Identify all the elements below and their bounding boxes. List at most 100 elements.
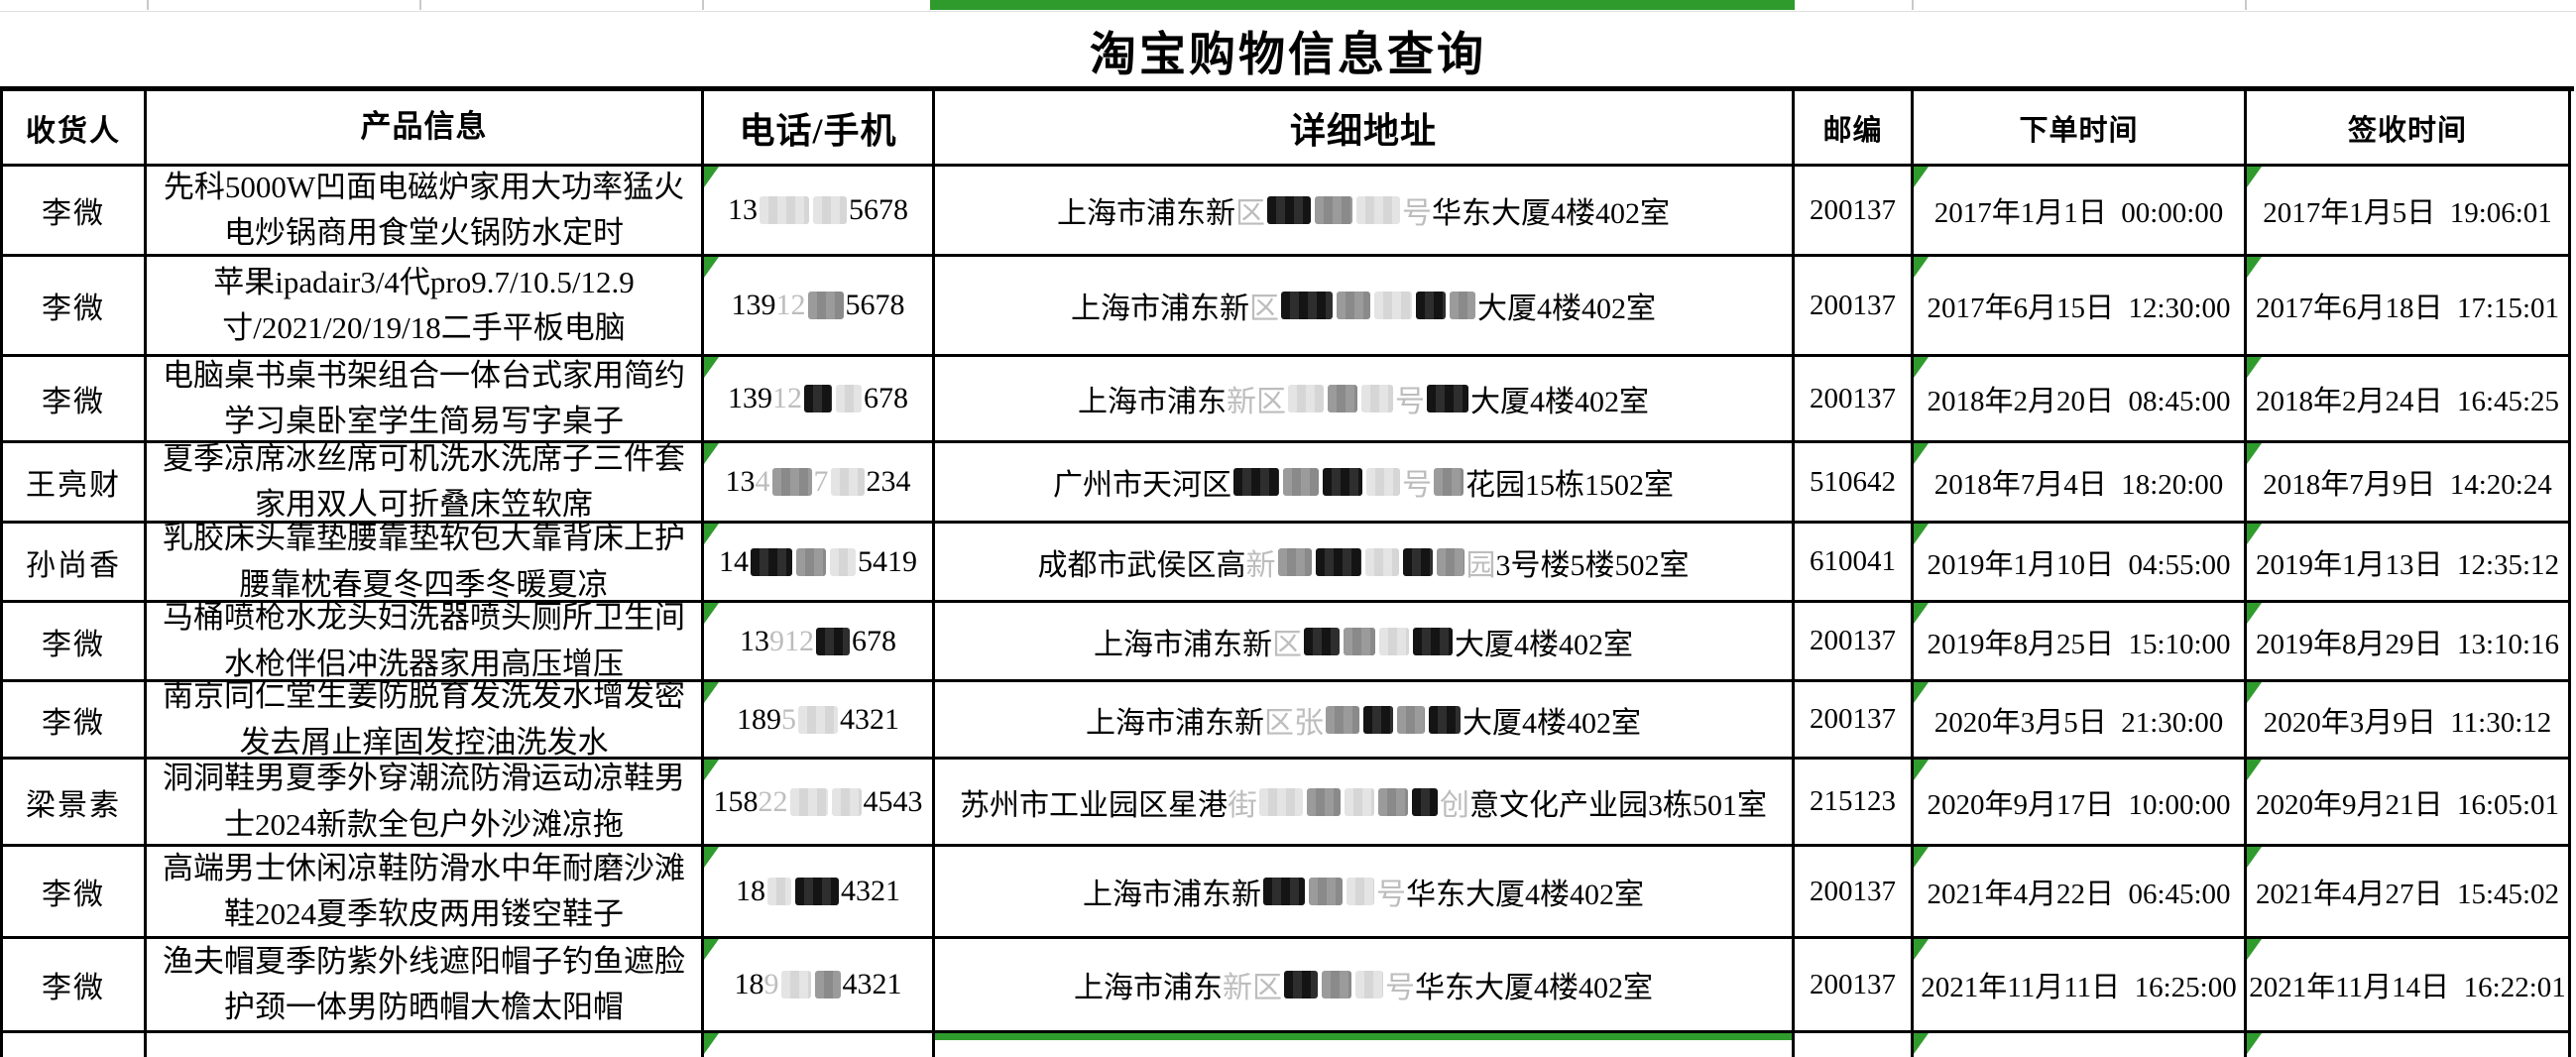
product-cell[interactable]: 渔夫帽夏季防紫外线遮阳帽子钓鱼遮脸护颈一体男防晒帽大檐太阳帽 bbox=[147, 939, 704, 1033]
phone-cell[interactable]: 13 4 7 234 bbox=[704, 443, 935, 524]
sign-time-cell[interactable]: 2017年6月18日 17:15:01 bbox=[2247, 257, 2571, 357]
ghost-text: 新 bbox=[1245, 548, 1276, 582]
order-time-cell[interactable]: 2021年4月22日 06:45:00 bbox=[1914, 847, 2247, 939]
recipient-cell[interactable]: 李微 bbox=[3, 603, 147, 682]
text-segment: 上海市浦东新 bbox=[1086, 706, 1264, 740]
address-cell[interactable]: 上海市浦东新 区张 大厦4楼402室 bbox=[935, 682, 1795, 760]
header-cell-phone[interactable]: 电话/手机 bbox=[704, 91, 935, 167]
header-cell-sign-time[interactable]: 签收时间 bbox=[2247, 91, 2571, 167]
sign-time-cell[interactable]: 2020年9月21日 16:05:01 bbox=[2247, 760, 2571, 847]
partial-row-cell-address[interactable] bbox=[935, 1033, 1795, 1057]
zip-cell[interactable]: 510642 bbox=[1795, 443, 1914, 524]
address-cell[interactable]: 上海市浦东新区 大厦4楼402室 bbox=[935, 257, 1795, 357]
address-cell[interactable]: 上海市浦东新 号华东大厦4楼402室 bbox=[935, 847, 1795, 939]
header-cell-product[interactable]: 产品信息 bbox=[147, 91, 704, 167]
recipient-cell[interactable]: 李微 bbox=[3, 682, 147, 760]
censor-block bbox=[1378, 787, 1408, 816]
phone-cell[interactable]: 18 4321 bbox=[704, 847, 935, 939]
recipient-cell[interactable]: 李微 bbox=[3, 357, 147, 443]
top-gridline-strip bbox=[0, 0, 2576, 12]
product-cell[interactable]: 先科5000W凹面电磁炉家用大功率猛火电炒锅商用食堂火锅防水定时 bbox=[147, 167, 704, 257]
sign-time-cell[interactable]: 2021年11月14日 16:22:01 bbox=[2247, 939, 2571, 1033]
product-cell[interactable]: 苹果ipadair3/4代pro9.7/10.5/12.9寸/2021/20/1… bbox=[147, 257, 704, 357]
zip-cell[interactable]: 200137 bbox=[1795, 939, 1914, 1033]
recipient-cell[interactable]: 李微 bbox=[3, 257, 147, 357]
sign-time-cell[interactable]: 2019年1月13日 12:35:12 bbox=[2247, 524, 2571, 603]
order-time-cell[interactable]: 2020年3月5日 21:30:00 bbox=[1914, 682, 2247, 760]
zip-cell[interactable]: 200137 bbox=[1795, 257, 1914, 357]
zip-cell[interactable]: 610041 bbox=[1795, 524, 1914, 603]
recipient-cell[interactable]: 梁景素 bbox=[3, 760, 147, 847]
order-time-cell[interactable]: 2019年8月25日 15:10:00 bbox=[1914, 603, 2247, 682]
sign-time-cell[interactable]: 2020年3月9日 11:30:12 bbox=[2247, 682, 2571, 760]
recipient-cell[interactable]: 王亮财 bbox=[3, 443, 147, 524]
sign-time-cell[interactable]: 2018年2月24日 16:45:25 bbox=[2247, 357, 2571, 443]
zip-cell[interactable]: 200137 bbox=[1795, 682, 1914, 760]
text-segment: 华东大厦4楼402室 bbox=[1432, 197, 1670, 230]
partial-row-cell-product[interactable] bbox=[147, 1033, 704, 1057]
order-time-cell[interactable]: 2017年1月1日 00:00:00 bbox=[1914, 167, 2247, 257]
address-cell[interactable]: 成都市武侯区高新 园 3号楼5楼502室 bbox=[935, 524, 1795, 603]
censor-block bbox=[1283, 468, 1319, 496]
censor-block bbox=[771, 468, 812, 496]
header-cell-address[interactable]: 详细地址 bbox=[935, 91, 1795, 167]
text-format-indicator-triangle bbox=[1914, 760, 1929, 780]
address-cell[interactable]: 广州市天河区 号花园15栋1502室 bbox=[935, 443, 1795, 524]
partial-row-cell-order-time[interactable] bbox=[1914, 1033, 2247, 1057]
zip-cell[interactable]: 200137 bbox=[1795, 603, 1914, 682]
header-cell-recipient[interactable]: 收货人 bbox=[3, 91, 147, 167]
recipient-cell[interactable]: 孙尚香 bbox=[3, 524, 147, 603]
phone-cell[interactable]: 13 5678 bbox=[704, 167, 935, 257]
product-cell[interactable]: 南京同仁堂生姜防脱育发洗发水增发密发去屑止痒固发控油洗发水 bbox=[147, 682, 704, 760]
sign-time-cell[interactable]: 2021年4月27日 15:45:02 bbox=[2247, 847, 2571, 939]
header-cell-order-time[interactable]: 下单时间 bbox=[1914, 91, 2247, 167]
product-cell[interactable]: 洞洞鞋男夏季外穿潮流防滑运动凉鞋男士2024新款全包户外沙滩凉拖 bbox=[147, 760, 704, 847]
zip-cell[interactable]: 200137 bbox=[1795, 167, 1914, 257]
product-cell[interactable]: 马桶喷枪水龙头妇洗器喷头厕所卫生间水枪伴侣冲洗器家用高压增压 bbox=[147, 603, 704, 682]
order-time-cell[interactable]: 2020年9月17日 10:00:00 bbox=[1914, 760, 2247, 847]
censor-block bbox=[1233, 468, 1279, 496]
order-time-cell[interactable]: 2019年1月10日 04:55:00 bbox=[1914, 524, 2247, 603]
product-cell[interactable]: 夏季凉席冰丝席可机洗水洗席子三件套家用双人可折叠床笠软席 bbox=[147, 443, 704, 524]
address-cell[interactable]: 上海市浦东 新区 号 大厦4楼402室 bbox=[935, 357, 1795, 443]
page-title: 淘宝购物信息查询 bbox=[1090, 30, 1486, 81]
selection-highlight-line bbox=[935, 1033, 1792, 1040]
partial-row-cell-sign-time[interactable] bbox=[2247, 1033, 2571, 1057]
ghost-text: 区 bbox=[1235, 197, 1265, 230]
phone-cell[interactable]: 139 12 5678 bbox=[704, 257, 935, 357]
recipient-cell[interactable]: 李微 bbox=[3, 167, 147, 257]
zip-cell[interactable]: 200137 bbox=[1795, 357, 1914, 443]
header-cell-zip[interactable]: 邮编 bbox=[1795, 91, 1914, 167]
sign-time-cell[interactable]: 2017年1月5日 19:06:01 bbox=[2247, 167, 2571, 257]
recipient-cell[interactable]: 李微 bbox=[3, 939, 147, 1033]
order-time-cell[interactable]: 2017年6月15日 12:30:00 bbox=[1914, 257, 2247, 357]
address-cell[interactable]: 上海市浦东新区 号华东大厦4楼402室 bbox=[935, 167, 1795, 257]
phone-cell[interactable]: 158 22 4543 bbox=[704, 760, 935, 847]
zip-cell[interactable]: 215123 bbox=[1795, 760, 1914, 847]
zip-cell[interactable]: 200137 bbox=[1795, 847, 1914, 939]
product-cell[interactable]: 电脑桌书桌书架组合一体台式家用简约学习桌卧室学生简易写字桌子 bbox=[147, 357, 704, 443]
product-cell[interactable]: 高端男士休闲凉鞋防滑水中年耐磨沙滩鞋2024夏季软皮两用镂空鞋子 bbox=[147, 847, 704, 939]
text-segment: 上海市浦东 bbox=[1074, 972, 1223, 1004]
order-time-cell[interactable]: 2021年11月11日 16:25:00 bbox=[1914, 939, 2247, 1033]
censor-block bbox=[1337, 292, 1370, 319]
address-cell[interactable]: 上海市浦东新区 号华东大厦4楼402室 bbox=[935, 939, 1795, 1033]
partial-row-cell-recipient[interactable] bbox=[3, 1033, 147, 1057]
partial-row-cell-phone[interactable] bbox=[704, 1033, 935, 1057]
sign-time-cell[interactable]: 2019年8月29日 13:10:16 bbox=[2247, 603, 2571, 682]
sign-time-cell[interactable]: 2018年7月9日 14:20:24 bbox=[2247, 443, 2571, 524]
product-cell[interactable]: 乳胶床头靠垫腰靠垫软包大靠背床上护腰靠枕春夏冬四季冬暖夏凉 bbox=[147, 524, 704, 603]
phone-cell[interactable]: 189 5 4321 bbox=[704, 682, 935, 760]
order-time-cell[interactable]: 2018年2月20日 08:45:00 bbox=[1914, 357, 2247, 443]
recipient-cell[interactable]: 李微 bbox=[3, 847, 147, 939]
partial-row-cell-zip[interactable] bbox=[1795, 1033, 1914, 1057]
phone-cell[interactable]: 18 9 4321 bbox=[704, 939, 935, 1033]
address-cell[interactable]: 上海市浦东新区 大厦4楼402室 bbox=[935, 603, 1795, 682]
address-cell[interactable]: 苏州市工业园区星港街 创意文化产业园3栋501室 bbox=[935, 760, 1795, 847]
ghost-text: 街 bbox=[1228, 788, 1257, 822]
phone-cell[interactable]: 14 5419 bbox=[704, 524, 935, 603]
text-format-indicator-triangle bbox=[2247, 603, 2262, 624]
order-time-cell[interactable]: 2018年7月4日 18:20:00 bbox=[1914, 443, 2247, 524]
